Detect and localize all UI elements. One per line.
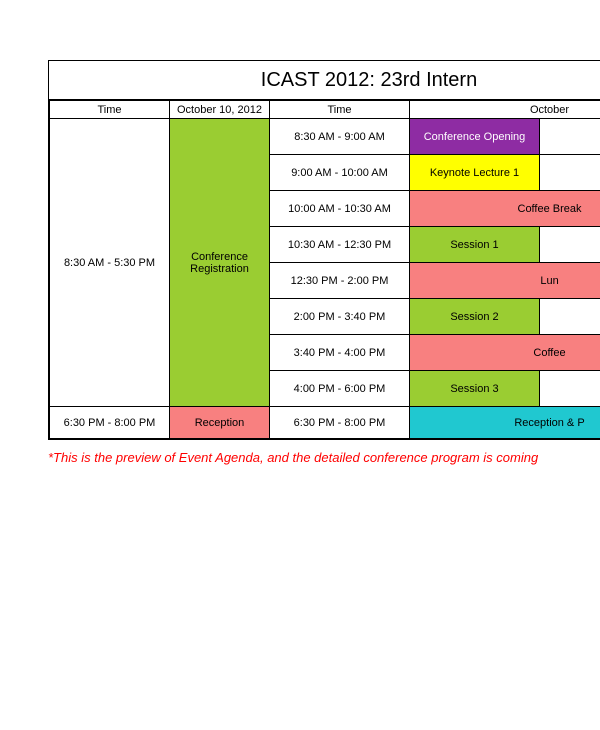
schedule-table: Time October 10, 2012 Time October 8:30 …: [49, 100, 600, 439]
day2-footer-time: 6:30 PM - 8:00 PM: [270, 407, 410, 439]
slot-time: 9:00 AM - 10:00 AM: [270, 155, 410, 191]
day1-footer-event: Reception: [170, 407, 270, 439]
slot-time: 8:30 AM - 9:00 AM: [270, 119, 410, 155]
slot-extra: [540, 227, 600, 263]
slot-event: Coffee: [410, 335, 600, 371]
slot-time: 10:30 AM - 12:30 PM: [270, 227, 410, 263]
footnote: *This is the preview of Event Agenda, an…: [0, 440, 600, 465]
col-time1: Time: [50, 101, 170, 119]
col-date1: October 10, 2012: [170, 101, 270, 119]
day2-footer-event: Reception & P: [410, 407, 600, 439]
title: ICAST 2012: 23rd Intern: [49, 61, 600, 100]
table-row: 8:30 AM - 5:30 PMConference Registration…: [50, 119, 600, 155]
slot-time: 10:00 AM - 10:30 AM: [270, 191, 410, 227]
slot-time: 12:30 PM - 2:00 PM: [270, 263, 410, 299]
slot-event: Lun: [410, 263, 600, 299]
slot-extra: [540, 371, 600, 407]
slot-time: 4:00 PM - 6:00 PM: [270, 371, 410, 407]
slot-event: Session 1: [410, 227, 540, 263]
header-row: Time October 10, 2012 Time October: [50, 101, 600, 119]
col-date2: October: [410, 101, 600, 119]
slot-event: Session 2: [410, 299, 540, 335]
slot-extra: [540, 119, 600, 155]
slot-time: 3:40 PM - 4:00 PM: [270, 335, 410, 371]
col-time2: Time: [270, 101, 410, 119]
slot-extra: [540, 155, 600, 191]
day1-footer-time: 6:30 PM - 8:00 PM: [50, 407, 170, 439]
slot-time: 2:00 PM - 3:40 PM: [270, 299, 410, 335]
day1-main-event: Conference Registration: [170, 119, 270, 407]
table-wrap: ICAST 2012: 23rd Intern Time October 10,…: [48, 60, 600, 440]
table-row: 6:30 PM - 8:00 PMReception6:30 PM - 8:00…: [50, 407, 600, 439]
slot-event: Coffee Break: [410, 191, 600, 227]
slot-event: Session 3: [410, 371, 540, 407]
slot-extra: [540, 299, 600, 335]
slot-event: Conference Opening: [410, 119, 540, 155]
schedule-container: ICAST 2012: 23rd Intern Time October 10,…: [0, 0, 600, 440]
slot-event: Keynote Lecture 1: [410, 155, 540, 191]
day1-main-time: 8:30 AM - 5:30 PM: [50, 119, 170, 407]
